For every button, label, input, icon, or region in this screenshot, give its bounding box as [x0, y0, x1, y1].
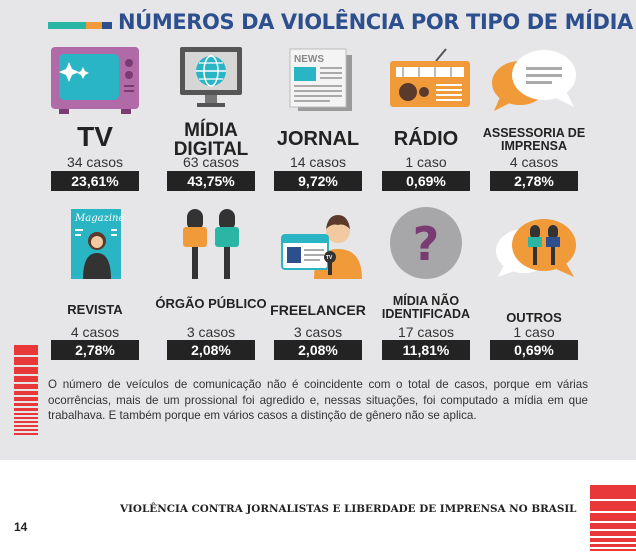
footer-title: VIOLÊNCIA CONTRA JORNALISTAS E LIBERDADE… — [120, 503, 577, 515]
footnote-paragraph: O número de veículos de comunicação não … — [48, 378, 588, 422]
globe-monitor-icon — [157, 45, 265, 119]
question-mark-icon: ? — [372, 207, 480, 281]
media-label: ÓRGÃO PÚBLICO — [155, 296, 267, 311]
media-percent: 2,08% — [167, 340, 255, 360]
media-percent: 23,61% — [51, 171, 139, 191]
page-title: NÚMEROS DA VIOLÊNCIA POR TIPO DE MÍDIA — [118, 10, 633, 34]
media-label: TV — [77, 121, 113, 152]
media-cases: 3 casos — [293, 324, 343, 340]
tv-word: TV — [326, 255, 333, 261]
tv-icon — [41, 45, 149, 119]
media-percent: 0,69% — [382, 171, 470, 191]
news-word: NEWS — [294, 54, 324, 65]
microphones-icon — [157, 207, 265, 281]
radio-icon — [372, 45, 480, 119]
media-percent: 2,78% — [490, 171, 578, 191]
media-percent: 43,75% — [167, 171, 255, 191]
magazine-word: Magazine — [74, 213, 124, 224]
media-cases: 3 casos — [186, 324, 236, 340]
media-cases: 63 casos — [182, 154, 240, 170]
media-percent: 0,69% — [490, 340, 578, 360]
media-label: OUTROS — [506, 310, 562, 325]
media-cases: 14 casos — [289, 154, 347, 170]
media-label: ASSESSORIA DE IMPRENSA — [482, 126, 586, 153]
media-percent: 2,78% — [51, 340, 139, 360]
decorative-stripes-right — [590, 485, 636, 553]
newspaper-icon: NEWS — [264, 45, 372, 119]
media-cases: 1 caso — [513, 324, 555, 340]
page-number: 14 — [14, 520, 28, 534]
magazine-icon: Magazine — [41, 207, 149, 281]
svg-text:?: ? — [413, 217, 440, 271]
media-label: RÁDIO — [393, 128, 459, 150]
media-label: MÍDIA DIGITAL — [173, 120, 249, 160]
media-cases: 34 casos — [66, 154, 124, 170]
press-mics-bubble-icon — [480, 207, 588, 281]
media-label: MÍDIA NÃO IDENTIFICADA — [381, 294, 471, 321]
title-accent-bar — [48, 22, 112, 29]
media-label: FREELANCER — [270, 302, 366, 318]
media-cases: 4 casos — [70, 324, 120, 340]
press-badge-reporter-icon: TV — [264, 207, 372, 281]
media-percent: 2,08% — [274, 340, 362, 360]
media-cases: 4 casos — [509, 154, 559, 170]
media-cases: 17 casos — [397, 324, 455, 340]
media-cases: 1 caso — [405, 154, 447, 170]
media-label: JORNAL — [276, 128, 360, 150]
media-percent: 9,72% — [274, 171, 362, 191]
speech-bubbles-icon — [480, 45, 588, 119]
media-percent: 11,81% — [382, 340, 470, 360]
media-label: REVISTA — [67, 302, 123, 317]
decorative-stripes-left — [14, 345, 38, 437]
